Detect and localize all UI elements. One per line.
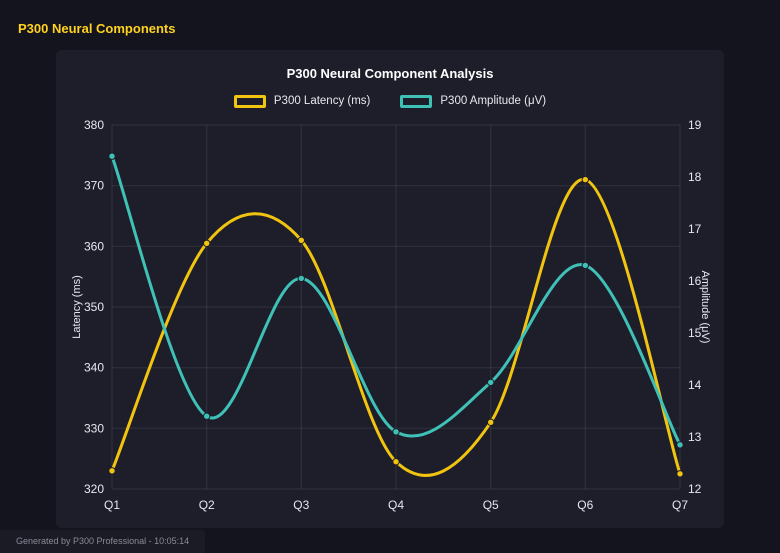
amplitude-point <box>297 274 306 283</box>
legend-item-amplitude[interactable]: P300 Amplitude (μV) <box>400 94 547 108</box>
svg-text:360: 360 <box>84 239 104 253</box>
amplitude-point <box>108 152 116 160</box>
amplitude-point <box>676 441 684 449</box>
svg-text:Q7: Q7 <box>672 498 688 512</box>
svg-text:370: 370 <box>84 179 104 193</box>
axis-ticks: 320 330 340 350 360 370 380 12 13 14 15 16 17 18 19 Q1 Q… <box>84 118 702 512</box>
latency-point <box>581 175 589 184</box>
latency-point <box>297 236 306 245</box>
footer-status: Generated by P300 Professional - 10:05:1… <box>0 530 206 553</box>
latency-point <box>676 470 684 478</box>
gridlines <box>111 124 681 490</box>
svg-text:380: 380 <box>84 118 104 132</box>
latency-point <box>487 418 495 426</box>
chart-card: P300 Neural Component Analysis P300 Late… <box>56 50 724 528</box>
amplitude-point <box>487 378 495 387</box>
svg-text:18: 18 <box>688 170 702 184</box>
page-title: P300 Neural Components <box>18 21 176 36</box>
svg-text:Q3: Q3 <box>293 498 309 512</box>
amplitude-point <box>203 412 211 420</box>
chart-legend: P300 Latency (ms) P300 Amplitude (μV) <box>64 93 716 109</box>
svg-text:19: 19 <box>688 118 702 132</box>
svg-text:Q1: Q1 <box>104 498 120 512</box>
svg-text:Q6: Q6 <box>577 498 593 512</box>
amplitude-legend-swatch <box>400 94 433 108</box>
svg-text:Q2: Q2 <box>199 498 215 512</box>
latency-legend-swatch <box>233 94 266 108</box>
svg-text:12: 12 <box>688 482 702 496</box>
chart-title: P300 Neural Component Analysis <box>286 66 494 81</box>
latency-legend-label: P300 Latency (ms) <box>273 95 371 107</box>
svg-text:15: 15 <box>688 326 702 340</box>
legend-item-latency[interactable]: P300 Latency (ms) <box>233 94 371 108</box>
svg-text:16: 16 <box>688 274 702 288</box>
right-axis-label: Amplitude (μV) <box>699 271 711 344</box>
svg-text:Q4: Q4 <box>388 498 404 512</box>
svg-text:14: 14 <box>688 378 702 392</box>
svg-text:Q5: Q5 <box>483 498 499 512</box>
latency-point <box>203 239 211 248</box>
svg-text:320: 320 <box>84 482 104 496</box>
svg-text:13: 13 <box>688 430 702 444</box>
latency-point <box>392 458 400 466</box>
left-axis-label: Latency (ms) <box>71 275 83 339</box>
line-chart[interactable]: 320 330 340 350 360 370 380 12 13 14 15 16 17 18 19 Q1 Q… <box>64 117 716 521</box>
svg-text:330: 330 <box>84 421 104 435</box>
amplitude-point <box>392 428 400 436</box>
svg-text:340: 340 <box>84 361 104 375</box>
amplitude-point <box>581 261 589 270</box>
amplitude-legend-label: P300 Amplitude (μV) <box>440 95 547 107</box>
latency-point <box>108 467 116 475</box>
svg-text:350: 350 <box>84 300 104 314</box>
svg-text:17: 17 <box>688 222 702 236</box>
